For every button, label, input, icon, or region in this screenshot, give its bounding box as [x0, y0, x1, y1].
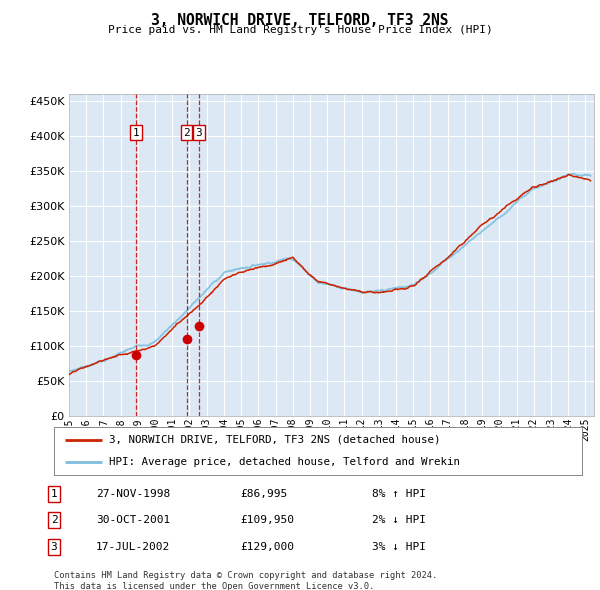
Text: 1: 1: [50, 489, 58, 499]
Text: 1: 1: [133, 128, 140, 138]
Text: 2: 2: [50, 516, 58, 525]
Text: £109,950: £109,950: [240, 516, 294, 525]
Text: 2: 2: [183, 128, 190, 138]
Text: 3, NORWICH DRIVE, TELFORD, TF3 2NS (detached house): 3, NORWICH DRIVE, TELFORD, TF3 2NS (deta…: [109, 435, 441, 445]
Text: 17-JUL-2002: 17-JUL-2002: [96, 542, 170, 552]
Text: £129,000: £129,000: [240, 542, 294, 552]
Text: £86,995: £86,995: [240, 489, 287, 499]
Text: 27-NOV-1998: 27-NOV-1998: [96, 489, 170, 499]
Text: 3: 3: [196, 128, 202, 138]
Text: 30-OCT-2001: 30-OCT-2001: [96, 516, 170, 525]
Text: 2% ↓ HPI: 2% ↓ HPI: [372, 516, 426, 525]
Text: 3: 3: [50, 542, 58, 552]
Text: 8% ↑ HPI: 8% ↑ HPI: [372, 489, 426, 499]
Text: 3, NORWICH DRIVE, TELFORD, TF3 2NS: 3, NORWICH DRIVE, TELFORD, TF3 2NS: [151, 13, 449, 28]
Text: Price paid vs. HM Land Registry's House Price Index (HPI): Price paid vs. HM Land Registry's House …: [107, 25, 493, 35]
Text: HPI: Average price, detached house, Telford and Wrekin: HPI: Average price, detached house, Telf…: [109, 457, 460, 467]
Text: 3% ↓ HPI: 3% ↓ HPI: [372, 542, 426, 552]
Text: Contains HM Land Registry data © Crown copyright and database right 2024.
This d: Contains HM Land Registry data © Crown c…: [54, 571, 437, 590]
